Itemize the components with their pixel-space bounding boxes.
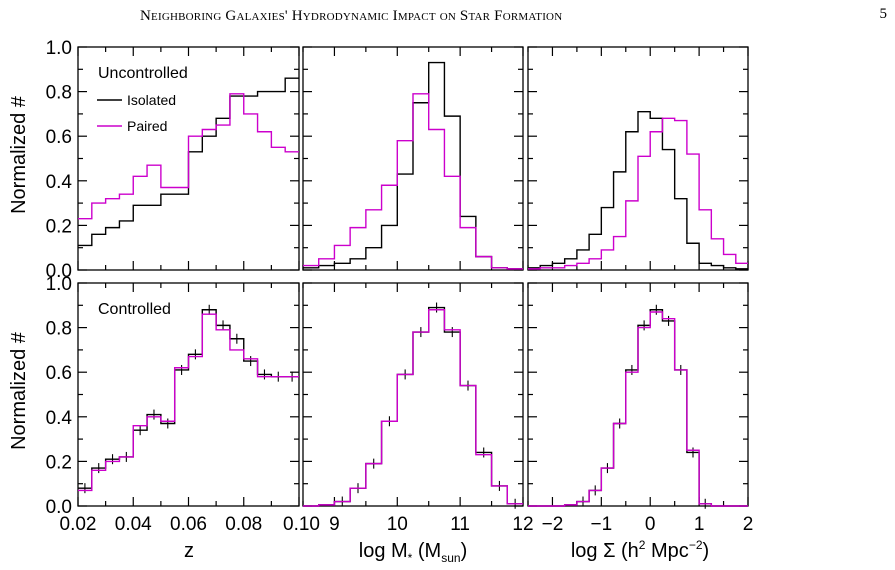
panel-controlled-density: −2 −1 0 1 2: [527, 282, 754, 535]
y-tick-label: 0.2: [46, 452, 72, 473]
x-tick-label: 0.08: [225, 514, 262, 535]
series-paired-line: [303, 309, 523, 507]
y-tick-label: 0.8: [46, 83, 72, 104]
series-paired-line: [303, 93, 523, 270]
legend-label-paired: Paired: [127, 118, 167, 134]
x-tick-label: 0.06: [170, 514, 207, 535]
x-axis-title-density: log Σ (h2 Mpc−2): [571, 538, 709, 562]
y-tick-label: 0.8: [46, 319, 72, 340]
x-tick-label: 1: [694, 514, 705, 535]
y-tick-label: 0.4: [46, 408, 73, 429]
x-tick-label: −1: [590, 514, 612, 535]
y-tick-label: 0.6: [46, 363, 72, 384]
y-tick-label: 0.4: [46, 172, 73, 193]
panel-controlled-z: 0.0 0.2 0.4 0.6 0.8 1.0 0.02 0.04 0.06 0.08 0.10 Co…: [46, 274, 320, 535]
series-paired-line: [78, 313, 299, 492]
series-isolated-line: [528, 110, 748, 270]
series-paired-line: [78, 93, 299, 220]
panel-uncontrolled-z: 0.0 0.2 0.4 0.6 0.8 1.0 Uncontrolled Isolated Pa…: [46, 38, 300, 282]
page-number: 5: [879, 6, 888, 22]
panel-annotation: Controlled: [98, 301, 171, 318]
x-tick-label: 0.04: [115, 514, 152, 535]
plot-frame: [302, 282, 524, 507]
x-axis-title-mass: log M* (Msun): [359, 540, 468, 565]
y-tick-label: 1.0: [46, 38, 72, 59]
x-tick-label: 2: [743, 514, 754, 535]
series-paired-line: [528, 311, 748, 507]
series-paired-line: [528, 117, 748, 270]
y-tick-label: 0.0: [46, 261, 72, 282]
running-head: Neighboring Galaxies' Hydrodynamic Impac…: [140, 8, 563, 24]
y-tick-label: 0.6: [46, 127, 72, 148]
panel-controlled-mass: 9 10 11 12: [302, 282, 534, 535]
plot-frame: [527, 282, 749, 507]
x-tick-label: 10: [387, 514, 408, 535]
x-tick-label: 0.02: [60, 514, 97, 535]
y-tick-label: 0.2: [46, 216, 72, 237]
panel-annotation: Uncontrolled: [98, 65, 188, 82]
y-tick-label: 0.0: [46, 497, 72, 518]
panel-uncontrolled-density: [527, 46, 749, 271]
x-tick-label: 12: [512, 514, 533, 535]
legend-label-isolated: Isolated: [127, 92, 176, 108]
y-axis-title-top: Normalized #: [8, 95, 30, 214]
x-tick-label: 11: [450, 514, 470, 535]
x-tick-label: 0.10: [283, 514, 320, 535]
y-axis-title-bottom: Normalized #: [8, 331, 30, 450]
x-tick-label: 9: [329, 514, 340, 535]
x-tick-label: 0: [645, 514, 656, 535]
panel-uncontrolled-mass: [302, 46, 524, 271]
x-axis-title-z: z: [184, 540, 194, 562]
y-tick-label: 1.0: [46, 274, 72, 295]
x-tick-label: −2: [542, 514, 564, 535]
